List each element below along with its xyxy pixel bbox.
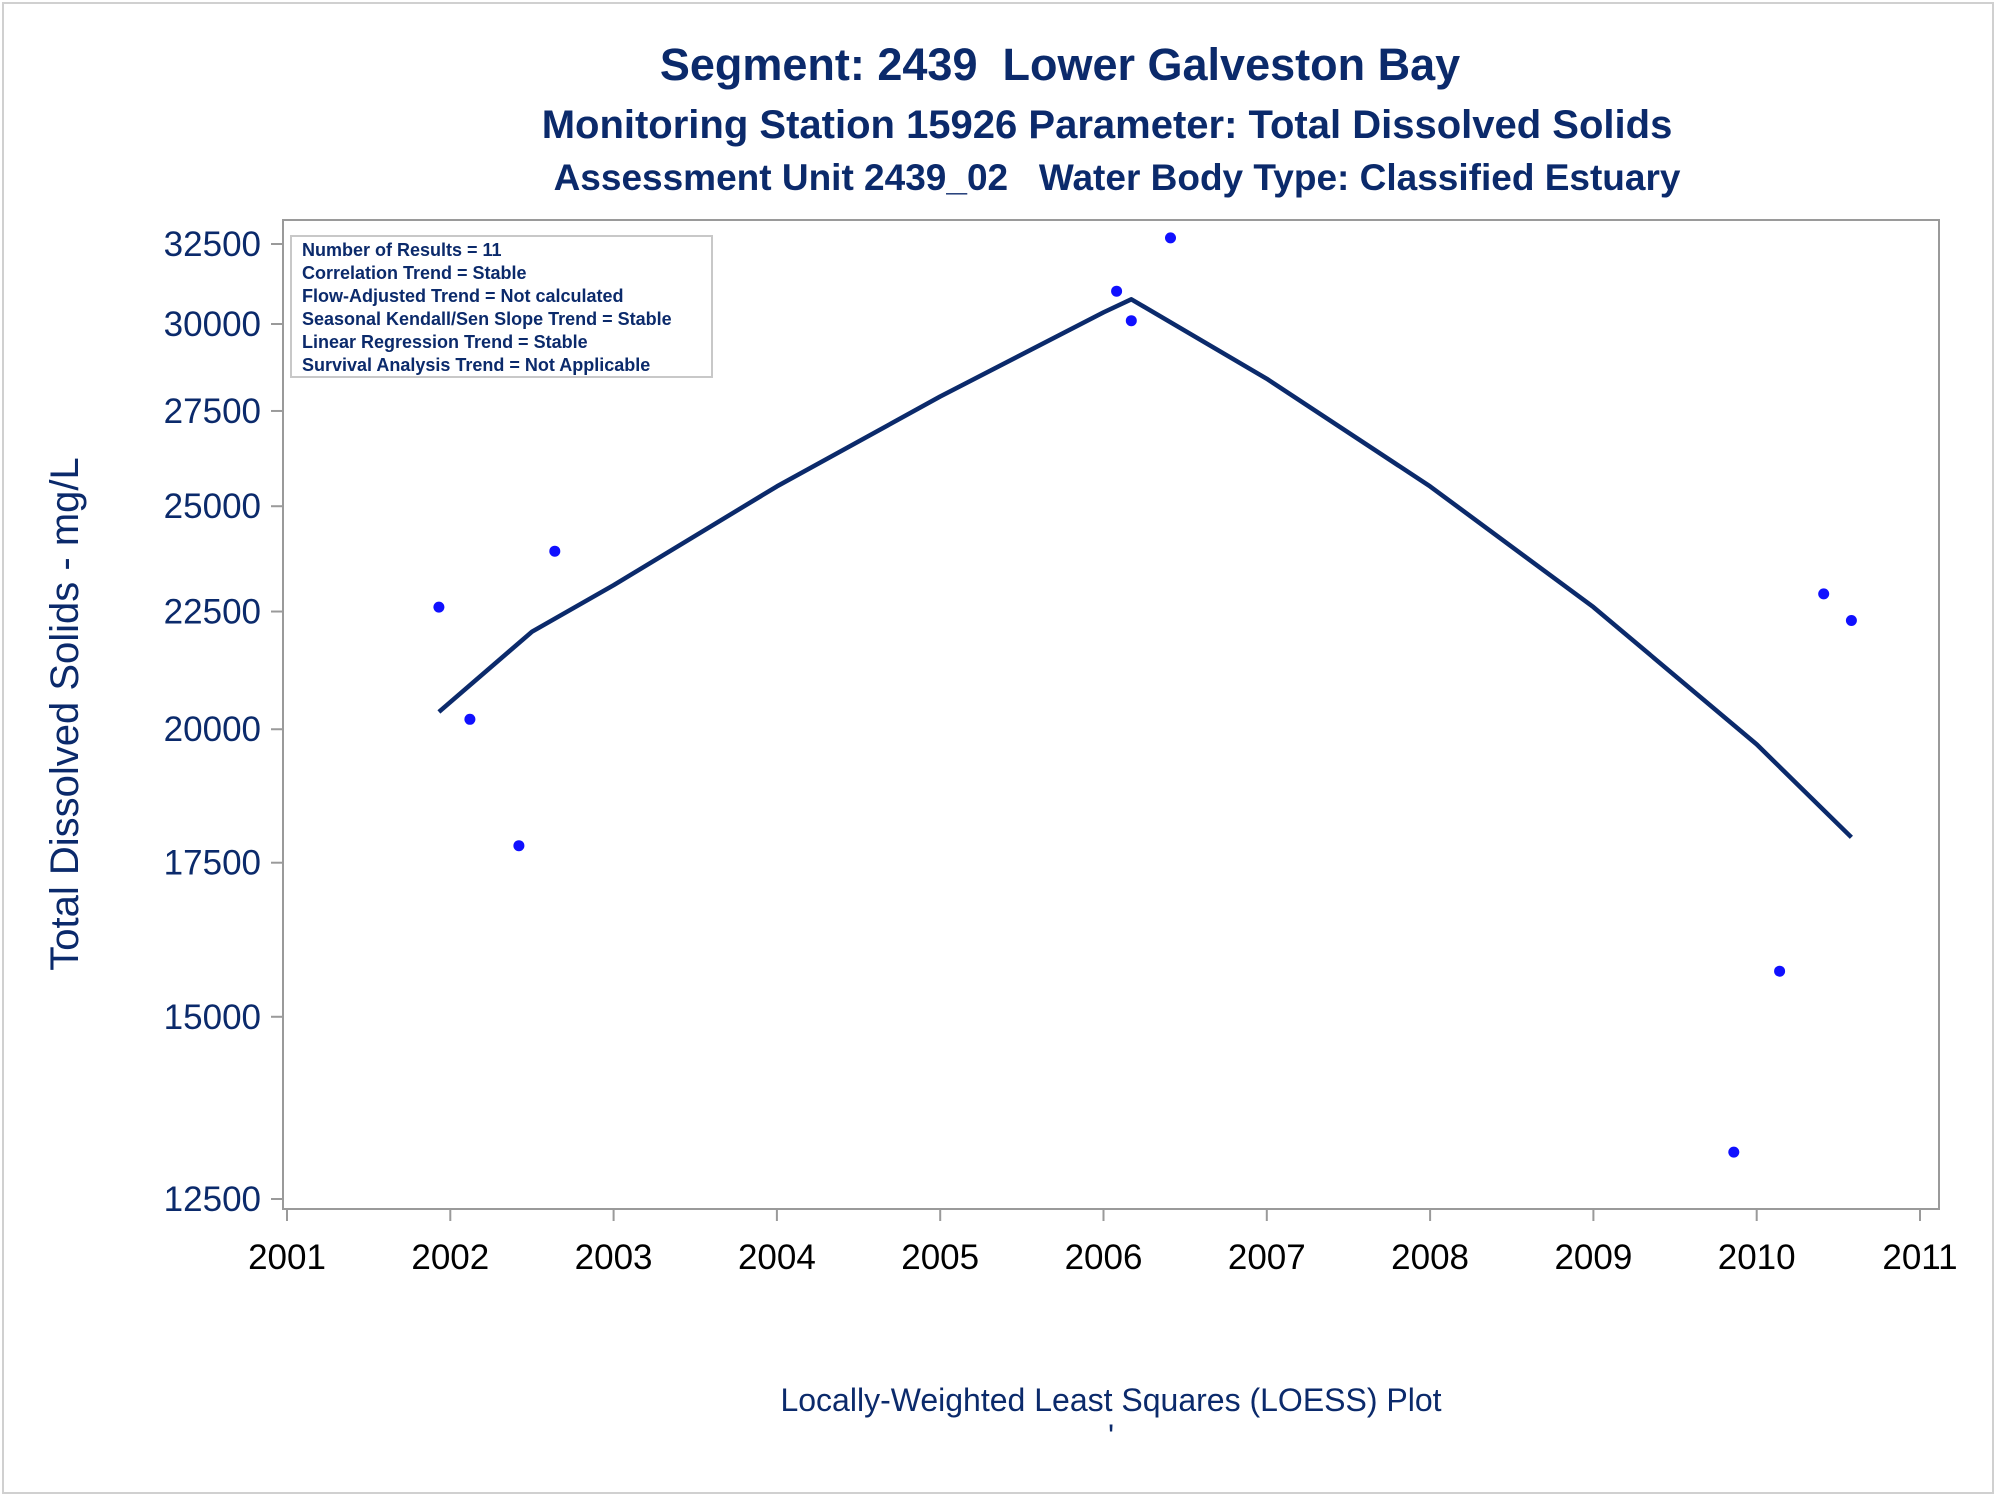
data-point xyxy=(1845,615,1857,626)
x-tick-label: 2010 xyxy=(1718,1238,1796,1277)
chart-footnote: Locally-Weighted Least Squares (LOESS) P… xyxy=(780,1382,1441,1418)
x-tick-label: 2009 xyxy=(1554,1238,1632,1277)
plot-area xyxy=(282,219,1940,1210)
x-tick-label: 2007 xyxy=(1228,1238,1306,1277)
stats-info-line: Seasonal Kendall/Sen Slope Trend = Stabl… xyxy=(302,309,672,329)
loess-line xyxy=(437,297,1853,839)
x-tick-label: 2004 xyxy=(738,1238,816,1277)
data-point xyxy=(1774,965,1786,977)
data-point xyxy=(1165,232,1176,244)
data-point xyxy=(549,545,561,557)
data-point xyxy=(513,840,525,852)
chart-subtitle: Monitoring Station 15926 Parameter: Tota… xyxy=(542,103,1673,147)
y-tick-label: 32500 xyxy=(164,225,261,264)
stats-info-line: Linear Regression Trend = Stable xyxy=(302,332,588,352)
x-tick-label: 2005 xyxy=(901,1238,979,1277)
y-axis: 12500 15000 17500 20000 22500 25000 27500 30000… xyxy=(164,225,283,1219)
chart-title: Segment: 2439 Lower Galveston Bay xyxy=(660,39,1460,90)
y-tick-label: 17500 xyxy=(164,844,261,883)
observation-series xyxy=(433,232,1857,1158)
stats-info-line: Survival Analysis Trend = Not Applicable xyxy=(302,355,650,375)
y-tick-label: 20000 xyxy=(164,710,261,749)
data-point xyxy=(464,713,476,725)
x-tick-label: 2003 xyxy=(575,1238,653,1277)
loess-series xyxy=(437,297,1853,839)
chart-subtitle-2: Assessment Unit 2439_02 Water Body Type:… xyxy=(554,157,1681,198)
x-axis: 2001 2002 2003 2004 2005 2006 2007 2008 2009 2010… xyxy=(248,1209,1958,1277)
data-point xyxy=(1111,285,1123,297)
stats-info-box-border xyxy=(290,235,713,378)
x-tick-label: 2002 xyxy=(411,1238,489,1277)
data-point xyxy=(1125,315,1137,327)
x-tick-label: 2008 xyxy=(1391,1238,1469,1277)
stats-info-line: Correlation Trend = Stable xyxy=(302,263,527,283)
stats-info-line: Flow-Adjusted Trend = Not calculated xyxy=(302,286,624,306)
x-tick-label: 2011 xyxy=(1882,1238,1957,1277)
y-tick-label: 30000 xyxy=(164,305,261,344)
data-point xyxy=(1818,588,1830,600)
y-tick-label: 22500 xyxy=(164,593,261,632)
stats-info-line: Number of Results = 11 xyxy=(302,240,502,260)
y-axis-label: Total Dissolved Solids - mg/L xyxy=(43,457,87,971)
y-tick-label: 15000 xyxy=(164,998,261,1037)
data-point xyxy=(433,601,445,613)
y-tick-label: 12500 xyxy=(164,1180,261,1219)
y-tick-label: 27500 xyxy=(164,392,261,431)
x-tick-label: 2001 xyxy=(248,1238,326,1277)
data-point xyxy=(1728,1146,1740,1158)
x-tick-label: 2006 xyxy=(1065,1238,1143,1277)
y-tick-label: 25000 xyxy=(164,487,261,526)
footnote-mark: ' xyxy=(1108,1418,1114,1454)
stats-info-box: Number of Results = 11 Correlation Trend … xyxy=(290,235,713,378)
